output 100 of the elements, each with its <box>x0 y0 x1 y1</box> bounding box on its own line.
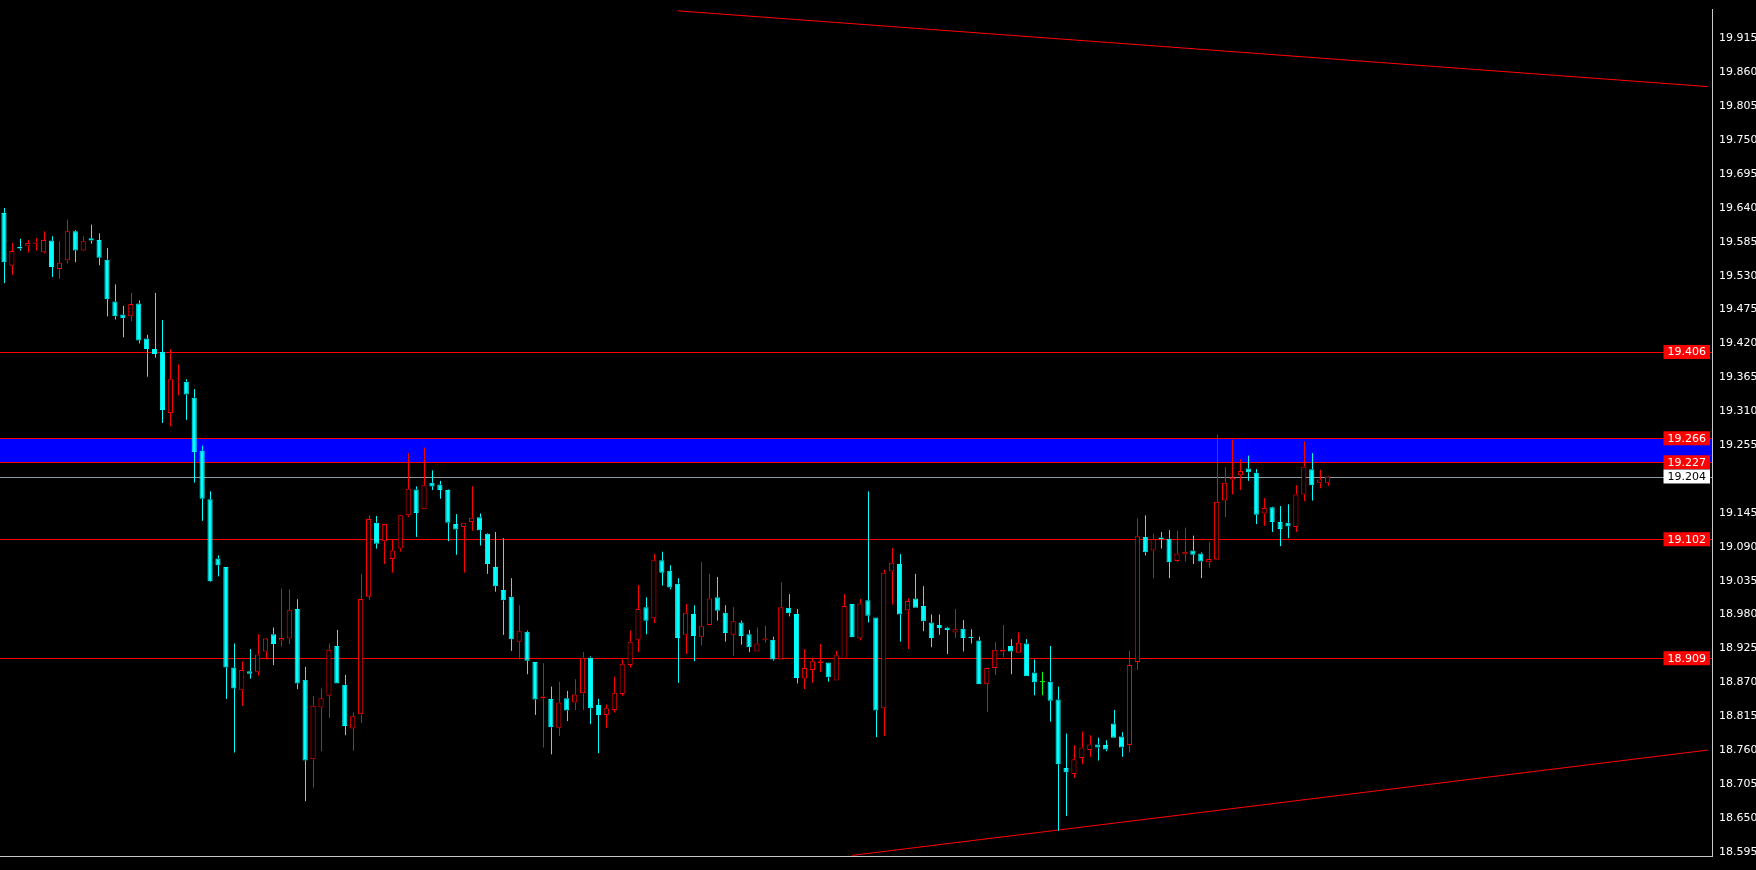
ref-line-label: 19.102 <box>1667 532 1707 546</box>
candlestick <box>1118 731 1125 758</box>
candlestick <box>936 614 942 636</box>
candlestick <box>1150 533 1156 579</box>
y-tick-label: 18.980 <box>1719 607 1756 621</box>
candlestick <box>706 573 712 625</box>
y-tick-label: 19.530 <box>1719 268 1756 282</box>
candlestick <box>215 554 221 577</box>
candlestick <box>112 283 118 320</box>
candlestick <box>453 513 459 556</box>
candlestick <box>136 299 142 344</box>
candlestick <box>690 604 697 662</box>
y-tick-label: 19.255 <box>1719 437 1756 451</box>
candlestick <box>572 678 578 711</box>
candlestick <box>698 561 705 646</box>
candlestick <box>1277 505 1283 547</box>
candlestick <box>920 585 926 632</box>
candlestick <box>548 686 554 755</box>
candlestick <box>1253 468 1259 525</box>
y-tick-label: 18.815 <box>1719 709 1756 723</box>
y-tick-label: 19.695 <box>1719 166 1756 180</box>
y-tick-label: 19.475 <box>1719 302 1756 316</box>
candlestick <box>508 577 514 652</box>
candlestick <box>159 319 166 424</box>
candlestick <box>873 617 879 738</box>
candlestick <box>72 231 78 263</box>
candlestick <box>80 235 86 251</box>
candlestick <box>311 695 315 789</box>
candlestick <box>667 564 673 590</box>
y-tick-label: 19.585 <box>1719 234 1756 248</box>
y-tick-label: 19.145 <box>1719 505 1756 519</box>
candlestick <box>675 577 681 684</box>
candlestick <box>484 533 491 575</box>
candlestick <box>1031 658 1037 696</box>
candlestick <box>1071 744 1077 779</box>
candlestick <box>1 207 7 284</box>
candlestick <box>928 614 934 648</box>
candlestick <box>128 292 134 322</box>
candlestick <box>373 515 380 550</box>
candlestick <box>413 485 419 538</box>
candlestick <box>1198 553 1204 579</box>
candlestick <box>1095 737 1101 762</box>
candlestick <box>318 687 324 752</box>
y-tick-label: 18.595 <box>1719 844 1756 858</box>
ref-line-label: 19.204 <box>1667 469 1707 483</box>
candlestick <box>223 567 229 700</box>
candlestick <box>1221 466 1228 518</box>
candlestick <box>1309 452 1315 502</box>
candlestick <box>104 247 110 317</box>
candlestick <box>1055 686 1061 832</box>
candlestick <box>984 668 990 713</box>
candlestick <box>207 490 213 582</box>
candlestick <box>865 490 871 624</box>
candlestick <box>88 224 94 245</box>
ref-line-label: 19.406 <box>1667 345 1707 359</box>
candlestick <box>350 711 356 752</box>
candlestick <box>1015 631 1022 653</box>
candlestick <box>643 596 649 635</box>
candlestick <box>1023 638 1029 677</box>
y-tick-label: 18.705 <box>1719 776 1756 790</box>
y-tick-label: 19.750 <box>1719 133 1756 147</box>
candlestick <box>912 573 919 608</box>
ref-line-label: 19.266 <box>1667 431 1707 445</box>
candlestick <box>659 551 665 587</box>
candlestick <box>231 642 237 754</box>
candlestick <box>25 239 31 253</box>
candlestick <box>1166 529 1172 579</box>
candlestick <box>683 603 689 655</box>
candlestick <box>286 588 292 645</box>
candlestick <box>556 681 562 737</box>
candlestick <box>635 584 641 653</box>
candlestick <box>9 242 15 276</box>
candlestick <box>294 598 300 690</box>
candlestick <box>1047 645 1053 723</box>
y-tick-label: 18.870 <box>1719 675 1756 689</box>
candlestick <box>651 553 657 624</box>
y-tick-label: 18.650 <box>1719 810 1756 824</box>
candlestick <box>952 608 958 639</box>
y-tick-label: 19.310 <box>1719 404 1756 418</box>
candlestick <box>247 648 253 680</box>
ref-line-label: 18.909 <box>1667 651 1707 665</box>
candlestick <box>445 490 451 542</box>
candlestick <box>714 576 720 622</box>
candlestick <box>1293 484 1299 533</box>
y-tick-label: 19.915 <box>1719 31 1756 45</box>
candlestick <box>793 608 800 685</box>
candlestick <box>1190 535 1196 565</box>
candlestick <box>302 666 308 802</box>
candlestick <box>1142 514 1148 556</box>
candlestick <box>746 629 752 653</box>
y-tick-label: 18.760 <box>1719 742 1756 756</box>
candlestick <box>532 661 538 716</box>
candlestick <box>270 626 277 666</box>
ref-line-label: 19.227 <box>1667 455 1707 469</box>
candlestick <box>944 627 950 655</box>
candlestick <box>1325 476 1331 487</box>
candlestick <box>1039 671 1046 696</box>
candlestick <box>239 660 245 707</box>
candlestick <box>603 703 609 729</box>
candlestick <box>738 620 744 646</box>
